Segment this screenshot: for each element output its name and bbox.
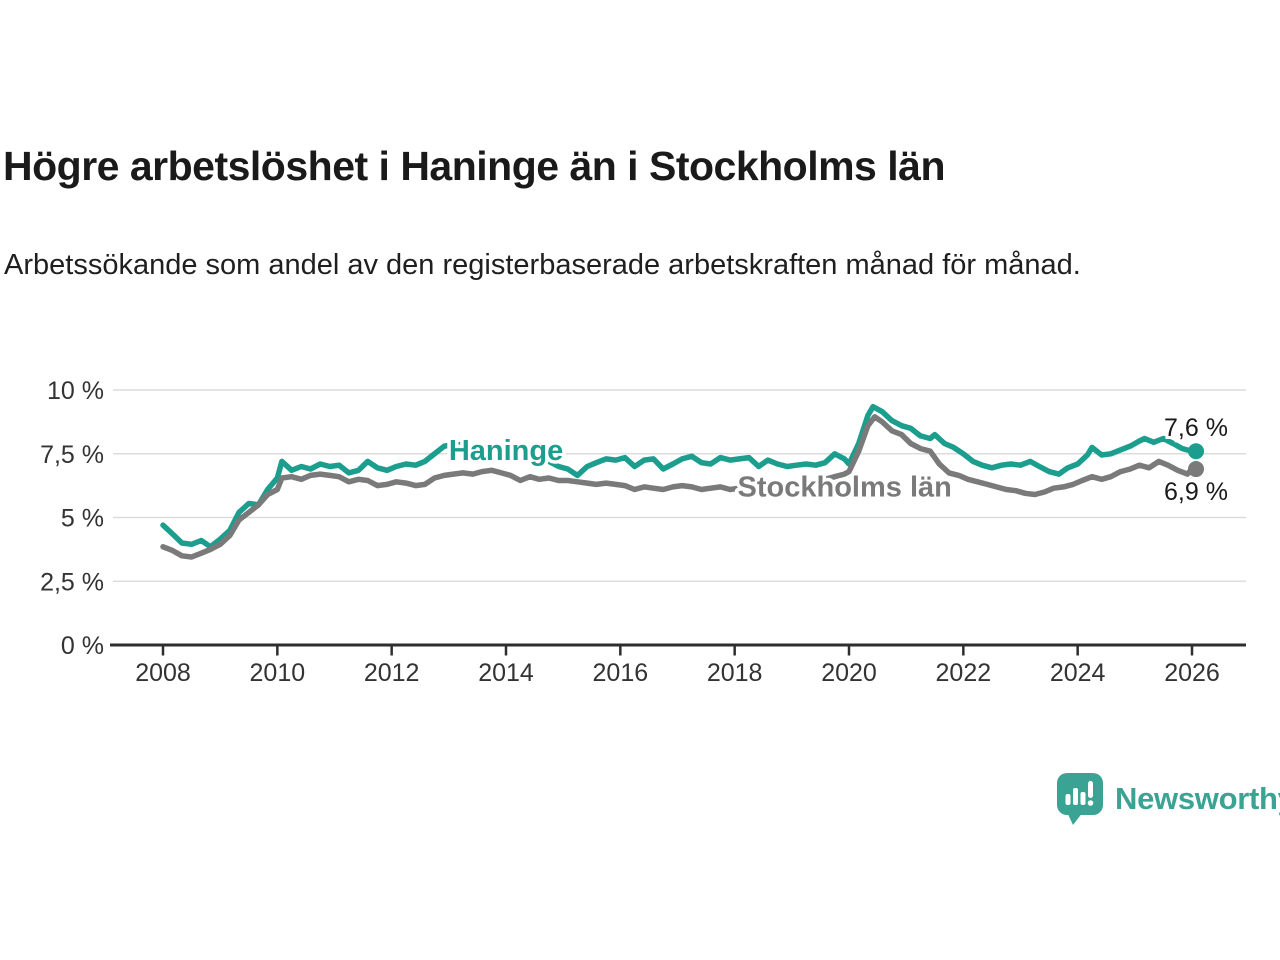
newsworthy-logo-icon <box>1057 773 1103 825</box>
series-label: Haninge <box>449 435 563 467</box>
series-label: Stockholms län <box>738 471 952 503</box>
chart-title: Högre arbetslöshet i Haninge än i Stockh… <box>3 143 945 189</box>
x-tick-label: 2022 <box>936 659 992 687</box>
newsworthy-brand: Newsworthy <box>1056 772 1280 825</box>
axis-tick-labels: 10 % 7,5 % 5 % 2,5 % 0 % 2008 2010 2012 2014 2016… <box>40 377 1220 687</box>
y-tick-label: 2,5 % <box>40 568 104 596</box>
end-point-dots <box>1188 443 1205 478</box>
y-tick-label: 5 % <box>61 505 104 533</box>
x-tick-label: 2024 <box>1050 659 1106 687</box>
unemployment-line-chart: Haninge Stockholms län 7,6 % 6,9 % 10 % 7,5… <box>40 377 1246 687</box>
end-value-label: 7,6 % <box>1164 414 1228 442</box>
line-haninge <box>160 403 1195 550</box>
x-tick-label: 2018 <box>707 659 763 687</box>
x-tick-label: 2010 <box>250 659 306 687</box>
end-dot <box>1188 443 1205 460</box>
chart-subtitle: Arbetssökande som andel av den registerb… <box>4 249 1081 281</box>
y-tick-label: 0 % <box>61 632 104 660</box>
y-tick-label: 7,5 % <box>40 441 104 469</box>
end-value-label: 6,9 % <box>1164 478 1228 506</box>
x-tick-label: 2008 <box>135 659 191 687</box>
data-lines <box>160 403 1195 560</box>
series-labels: Haninge Stockholms län <box>445 431 955 506</box>
x-tick-label: 2012 <box>364 659 420 687</box>
y-tick-label: 10 % <box>47 377 104 405</box>
x-tick-label: 2020 <box>821 659 877 687</box>
line-stockholms-l-n <box>160 414 1195 560</box>
x-axis <box>110 643 1246 656</box>
gridlines <box>113 389 1246 583</box>
end-dot <box>1188 461 1205 478</box>
end-value-labels: 7,6 % 6,9 % <box>1161 411 1231 509</box>
brand-name: Newsworthy <box>1115 780 1280 816</box>
x-tick-label: 2016 <box>593 659 649 687</box>
x-tick-label: 2026 <box>1164 659 1220 687</box>
x-tick-label: 2014 <box>478 659 534 687</box>
